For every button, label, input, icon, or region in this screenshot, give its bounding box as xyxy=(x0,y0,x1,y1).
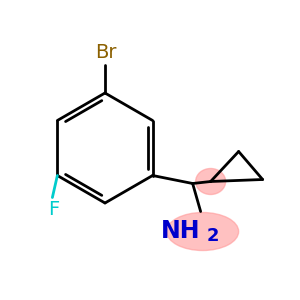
Text: Br: Br xyxy=(95,43,117,61)
Text: 2: 2 xyxy=(206,226,219,244)
Text: F: F xyxy=(48,200,59,219)
Ellipse shape xyxy=(167,212,239,250)
Ellipse shape xyxy=(196,169,226,194)
Text: NH: NH xyxy=(161,218,201,242)
